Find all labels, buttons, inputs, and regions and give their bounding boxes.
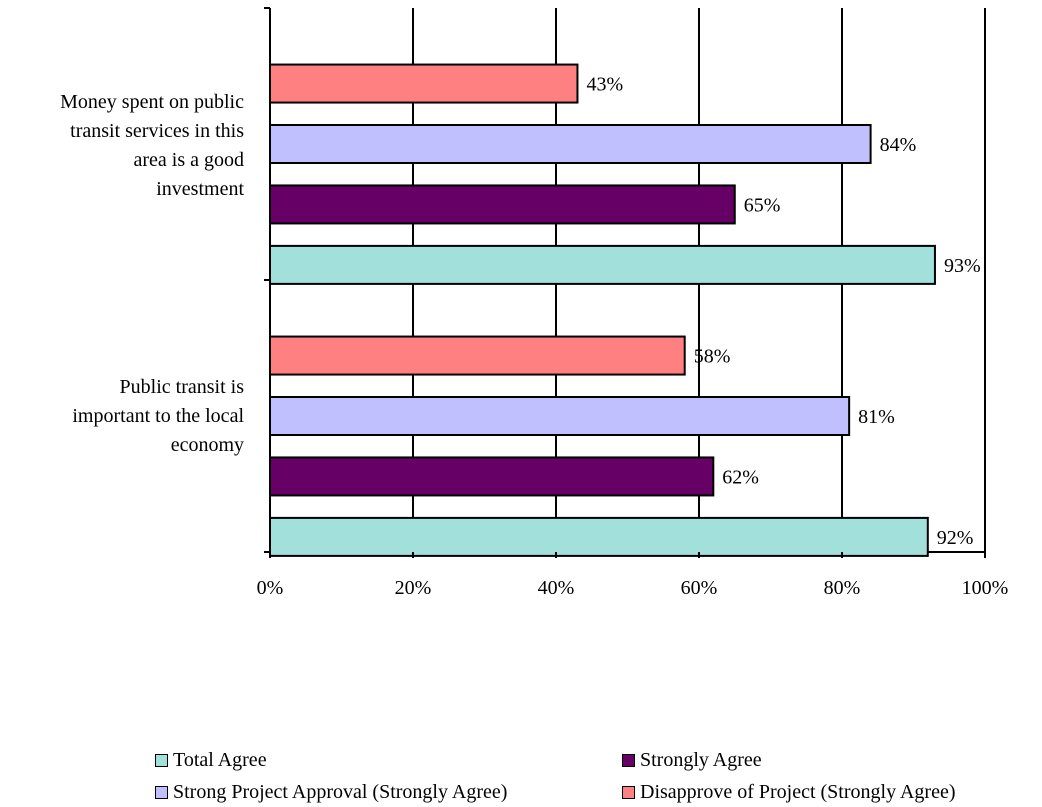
legend-item-strongly-agree: Strongly Agree <box>622 748 762 773</box>
x-tick-label: 60% <box>681 577 718 599</box>
legend-label: Disapprove of Project (Strongly Agree) <box>640 781 956 803</box>
legend-label: Strongly Agree <box>640 749 762 771</box>
legend-item-disapprove-project: Disapprove of Project (Strongly Agree) <box>622 780 955 805</box>
bar <box>269 456 715 497</box>
bar <box>269 516 929 557</box>
data-label: 58% <box>694 346 731 368</box>
bar <box>269 335 686 376</box>
x-tick-label: 40% <box>538 577 575 599</box>
data-label: 93% <box>944 255 981 277</box>
x-tick-label: 100% <box>962 577 1009 599</box>
category-label-economy: Public transit is important to the local… <box>72 376 244 456</box>
category-label-investment: Money spent on public transit services i… <box>60 91 244 200</box>
bar <box>269 124 872 164</box>
data-labels: 93% 65% 84% 43% 92% 62% 81% 58% <box>586 74 980 549</box>
legend-swatch <box>622 754 635 767</box>
data-label: 81% <box>858 406 895 428</box>
data-label: 84% <box>880 134 917 156</box>
x-tick-label: 80% <box>824 577 861 599</box>
bars <box>269 63 936 557</box>
legend-label: Strong Project Approval (Strongly Agree) <box>173 781 508 803</box>
legend-swatch <box>155 786 168 799</box>
bar <box>269 244 936 285</box>
legend-label: Total Agree <box>173 749 267 771</box>
data-label: 65% <box>744 194 781 216</box>
bar <box>269 63 579 104</box>
x-tick-label: 20% <box>395 577 432 599</box>
legend-swatch <box>155 754 168 767</box>
x-axis-ticks: 0% 20% 40% 60% 80% 100% <box>257 552 1009 599</box>
bar <box>269 184 736 225</box>
legend-swatch <box>622 786 635 799</box>
x-tick-label: 0% <box>257 577 284 599</box>
bar <box>269 396 851 436</box>
legend-item-total-agree: Total Agree <box>155 748 267 773</box>
legend-item-strong-project-approval: Strong Project Approval (Strongly Agree) <box>155 780 507 805</box>
data-label: 92% <box>937 527 974 549</box>
data-label: 62% <box>722 466 759 488</box>
data-label: 43% <box>586 74 623 96</box>
